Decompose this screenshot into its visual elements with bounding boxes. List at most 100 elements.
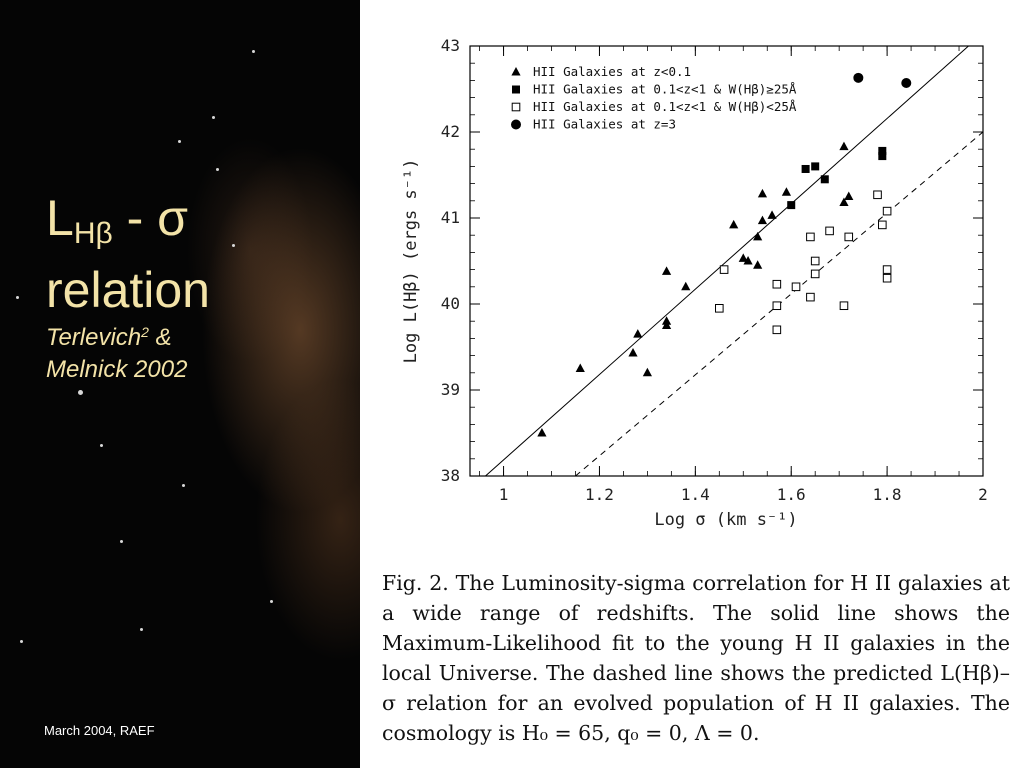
author-superscript: 2 [141,324,149,340]
y-axis-label: Log L(Hβ) (ergs s⁻¹) [401,159,421,364]
triangle-marker [633,329,643,338]
star-decoration [120,540,123,543]
filled-square-marker [512,85,520,94]
triangle-marker [575,363,585,372]
x-tick-label: 1.6 [777,485,806,504]
triangle-marker [729,219,739,229]
filled-circle-marker [511,119,521,130]
open-square-marker [825,226,834,236]
filled-square-marker [820,175,829,184]
triangle-marker [839,197,849,207]
filled-circle-marker [853,72,864,83]
solid-fit-line [484,46,970,476]
star-decoration [212,116,215,119]
triangle-marker [738,253,748,262]
open-square-marker [873,190,882,200]
star-decoration [16,296,19,299]
open-square-marker [810,256,820,266]
author-reference: Terlevich2 & Melnick 2002 [46,322,187,386]
triangle-marker [628,348,638,357]
triangle-marker [753,260,763,269]
caption-figure-label: Fig. 2. [382,571,449,595]
open-square-marker [719,265,729,274]
legend-entry-label: HII Galaxies at 0.1<z<1 & W(Hβ)<25Å [533,99,797,114]
open-square-marker [772,325,782,335]
x-tick-label: 1.2 [585,485,614,504]
triangle-marker [661,320,672,329]
triangle-marker [757,215,768,225]
open-square-marker [882,265,892,274]
title-main: L [46,190,74,246]
open-square-marker [882,273,892,283]
star-decoration [140,628,143,631]
filled-square-marker [878,146,887,155]
open-square-marker [715,304,724,313]
triangle-marker [661,316,672,325]
y-tick-label: 38 [441,466,460,485]
star-decoration [270,600,273,603]
open-square-marker [791,282,801,292]
background-panel: LHβ - σ relation Terlevich2 & Melnick 20… [0,0,360,768]
triangle-marker [753,231,763,241]
caption-text: The Luminosity-sigma correlation for H I… [382,571,1010,745]
triangle-marker [839,141,849,151]
triangle-marker [844,191,854,200]
open-square-marker [878,220,887,230]
author-name-1: Terlevich [46,324,142,351]
triangle-marker [681,281,691,291]
star-decoration [20,640,23,643]
open-square-marker [772,279,782,289]
triangle-marker [661,266,672,275]
scatter-chart: 1 1.2 1.4 1.6 1.8 2 38 39 40 41 42 43 HII Galaxies … [401,36,988,530]
open-square-marker [810,269,820,279]
open-square-marker [511,102,521,112]
x-tick-label: 1.4 [681,485,710,504]
figure-caption: Fig. 2. The Luminosity-sigma correlation… [382,568,1010,748]
x-axis-label: Log σ (km s⁻¹) [654,510,797,530]
open-square-marker [882,206,892,216]
y-tick-label: 40 [441,294,460,313]
legend-entry-label: HII Galaxies at z=3 [533,117,676,132]
star-decoration [178,140,181,143]
x-tick-label: 2 [978,485,988,504]
filled-square-marker [787,201,796,210]
triangle-marker [537,428,547,437]
x-tick-label: 1.8 [873,485,902,504]
star-decoration [216,168,219,171]
y-tick-label: 39 [441,380,460,399]
y-tick-label: 42 [441,122,460,141]
title-subscript: Hβ [73,217,113,250]
open-square-marker [844,232,854,242]
legend-entry-label: HII Galaxies at 0.1<z<1 & W(Hβ)≥25Å [533,82,797,97]
author-name-2: Melnick 2002 [46,356,188,383]
open-square-marker [772,301,782,311]
open-square-marker [806,232,815,242]
filled-square-marker [801,164,810,173]
triangle-marker [743,256,753,265]
filled-square-marker [878,152,887,161]
filled-circle-marker [901,77,912,88]
y-tick-label: 43 [441,36,460,55]
slide-title: LHβ - σ relation [46,190,210,318]
triangle-marker [642,367,652,377]
star-decoration [252,50,255,53]
title-line2: relation [46,262,210,318]
title-rest: - σ [112,190,189,246]
star-decoration [232,244,235,247]
y-tick-label: 41 [441,208,460,227]
triangle-marker [767,210,777,219]
filled-square-marker [811,162,820,171]
star-decoration [100,444,103,447]
author-ampersand: & [148,324,172,351]
plot-frame [469,45,984,477]
footer-date: March 2004, RAEF [44,723,155,738]
legend-entry-label: HII Galaxies at z<0.1 [533,64,691,79]
x-tick-label: 1 [499,485,509,504]
triangle-marker [757,188,768,198]
star-decoration [78,390,83,395]
open-square-marker [839,301,849,311]
triangle-marker [781,187,792,196]
star-decoration [182,484,185,487]
open-square-marker [806,292,815,302]
triangle-marker [511,67,521,76]
